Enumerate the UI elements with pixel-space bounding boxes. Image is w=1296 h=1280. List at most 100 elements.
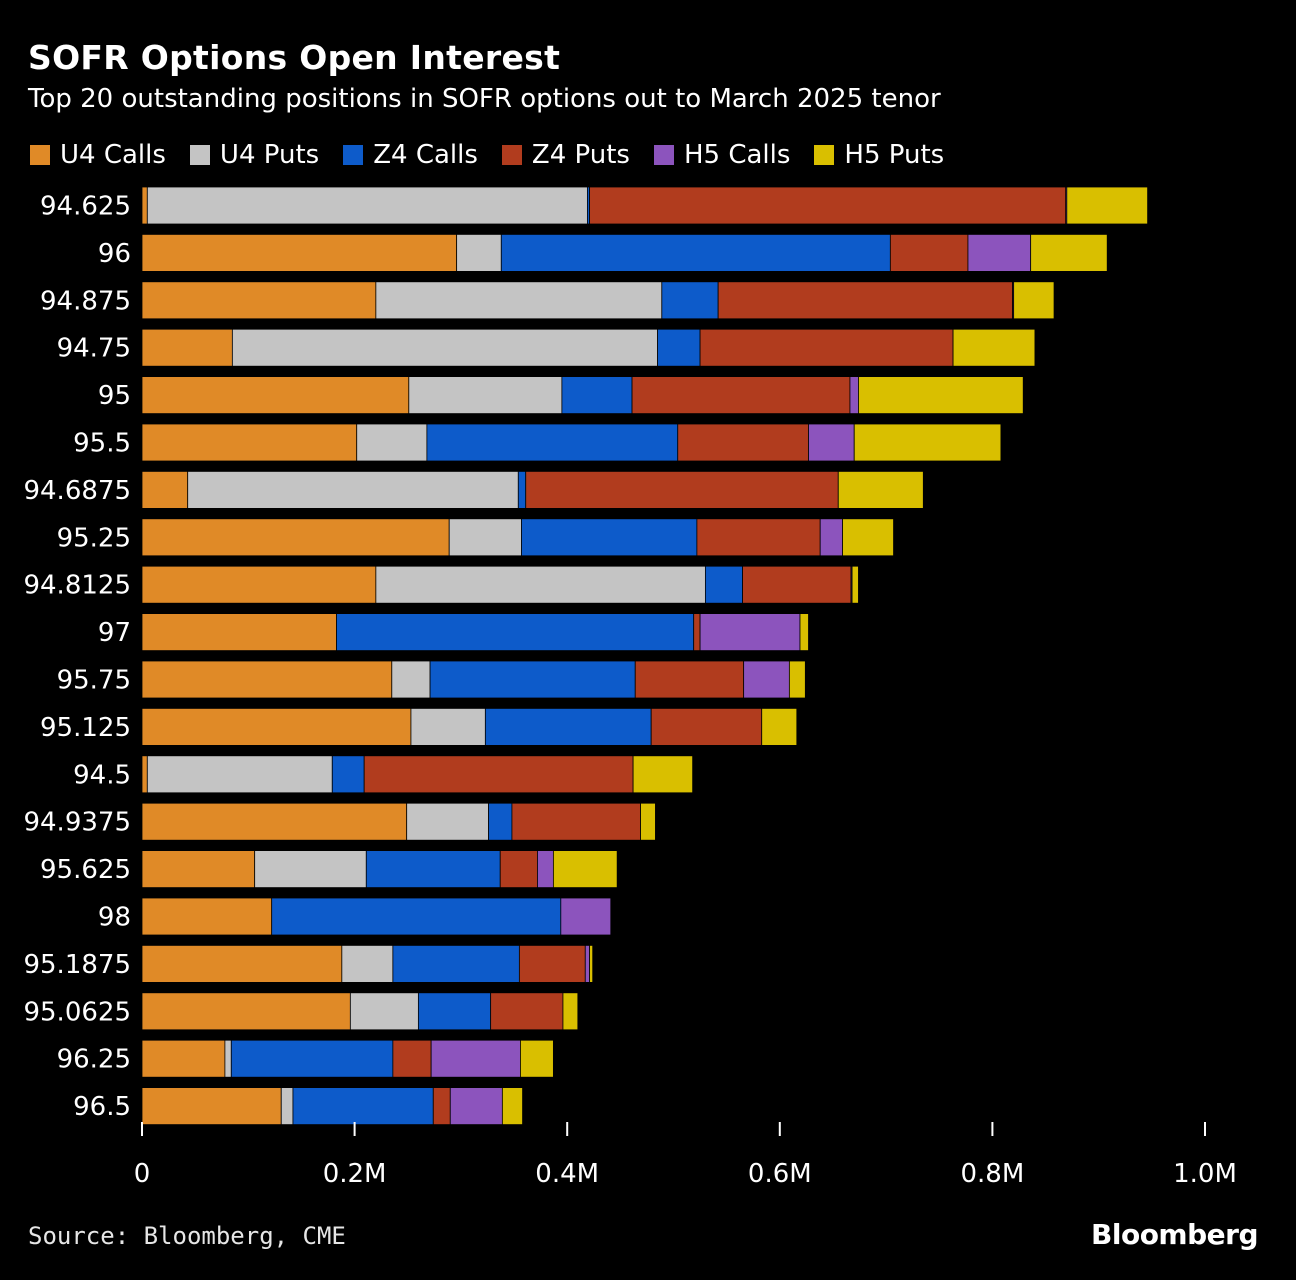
y-tick-label: 94.875 bbox=[40, 286, 131, 316]
bar-segment bbox=[141, 186, 148, 225]
bar-segment bbox=[634, 660, 745, 699]
bar-segment bbox=[788, 660, 806, 699]
bar-segment bbox=[363, 755, 634, 794]
bar-segment bbox=[808, 423, 855, 462]
bar-segment bbox=[392, 1039, 432, 1078]
legend-swatch bbox=[30, 145, 50, 165]
legend-label: Z4 Puts bbox=[531, 140, 630, 170]
bar-segment bbox=[392, 945, 520, 983]
bar-segment bbox=[391, 660, 431, 699]
bar-segment bbox=[141, 376, 410, 415]
bar-segment bbox=[520, 1039, 554, 1078]
bar-segment bbox=[141, 802, 408, 841]
y-tick-label: 94.6875 bbox=[23, 476, 131, 506]
bar-segment bbox=[254, 850, 367, 888]
x-tick-label: 0.4M bbox=[535, 1159, 599, 1189]
y-tick-label: 94.75 bbox=[57, 334, 131, 364]
bar-segment bbox=[141, 281, 377, 320]
bar-segment bbox=[589, 186, 1067, 225]
bar-segment bbox=[331, 755, 365, 794]
bar-segment bbox=[561, 376, 633, 415]
bar-segment bbox=[141, 613, 337, 651]
bar-segment bbox=[141, 1039, 226, 1078]
bar-segment bbox=[146, 186, 588, 225]
bar-segment bbox=[699, 328, 954, 367]
bar-segment bbox=[292, 1087, 434, 1125]
bar-segment bbox=[356, 423, 428, 462]
bar-segment bbox=[851, 565, 859, 604]
bar-segment bbox=[141, 708, 412, 746]
x-tick-label: 0.2M bbox=[323, 1159, 387, 1189]
legend-swatch bbox=[501, 145, 522, 165]
bloomberg-logo: Bloomberg bbox=[1091, 1218, 1258, 1251]
legend-item: Z4 Puts bbox=[501, 140, 630, 170]
bar-segment bbox=[365, 850, 501, 888]
bar-segment bbox=[417, 992, 492, 1031]
bar-segment bbox=[406, 802, 489, 841]
bar-segment bbox=[141, 423, 358, 462]
x-tick-label: 1.0M bbox=[1173, 1159, 1237, 1189]
y-tick-label: 95.75 bbox=[57, 666, 131, 696]
legend-item: U4 Puts bbox=[189, 140, 319, 170]
bar-segment bbox=[336, 613, 695, 651]
bar-segment bbox=[743, 660, 790, 699]
y-tick-label: 98 bbox=[98, 903, 131, 933]
bar-segment bbox=[280, 1087, 294, 1125]
bar-segment bbox=[1013, 281, 1055, 320]
bar-segment bbox=[640, 802, 656, 841]
bar-segment bbox=[430, 1039, 521, 1078]
y-tick-label: 95.25 bbox=[57, 523, 131, 553]
y-tick-label: 95 bbox=[98, 381, 131, 411]
bar-segment bbox=[560, 897, 612, 936]
legend-label: H5 Puts bbox=[844, 140, 945, 170]
y-tick-label: 94.5 bbox=[73, 760, 131, 790]
bar-segment bbox=[837, 470, 924, 509]
bar-segment bbox=[426, 423, 679, 462]
y-tick-label: 94.9375 bbox=[23, 808, 131, 838]
bar-segment bbox=[525, 470, 839, 509]
bar-segment bbox=[349, 992, 419, 1031]
bar-segment bbox=[230, 1039, 394, 1078]
source-note: Source: Bloomberg, CME bbox=[28, 1222, 346, 1250]
bar-segment bbox=[858, 376, 1024, 415]
bar-segment bbox=[799, 613, 809, 651]
y-tick-label: 94.625 bbox=[40, 192, 131, 222]
legend-swatch bbox=[343, 145, 364, 165]
bar-segment bbox=[819, 518, 843, 557]
bar-segment bbox=[761, 708, 798, 746]
y-tick-label: 95.0625 bbox=[23, 997, 131, 1027]
bar-segment bbox=[271, 897, 562, 936]
bar-segment bbox=[889, 233, 969, 272]
bar-segment bbox=[518, 945, 586, 983]
bar-segment bbox=[657, 328, 701, 367]
legend-label: Z4 Calls bbox=[373, 140, 478, 170]
legend-label: H5 Calls bbox=[683, 140, 791, 170]
bar-segment bbox=[699, 613, 801, 651]
bar-segment bbox=[584, 945, 590, 983]
bar-segment bbox=[632, 755, 694, 794]
bar-segment bbox=[696, 518, 821, 557]
y-tick-label: 94.8125 bbox=[23, 571, 131, 601]
legend-swatch bbox=[189, 145, 210, 165]
bar-segment bbox=[589, 945, 594, 983]
x-tick-label: 0.8M bbox=[961, 1159, 1025, 1189]
bar-segment bbox=[410, 708, 486, 746]
y-tick-label: 95.625 bbox=[40, 855, 131, 885]
bar-segment bbox=[717, 281, 1014, 320]
y-tick-label: 96 bbox=[98, 239, 131, 269]
bar-segment bbox=[484, 708, 652, 746]
x-tick-label: 0 bbox=[134, 1159, 151, 1189]
bar-segment bbox=[141, 660, 393, 699]
bar-segment bbox=[456, 233, 502, 272]
bar-segment bbox=[141, 470, 189, 509]
bar-segment bbox=[849, 376, 859, 415]
bar-segment bbox=[511, 802, 641, 841]
bar-segment bbox=[141, 328, 233, 367]
bar-segment bbox=[146, 755, 333, 794]
legend: U4 Calls U4 Puts Z4 Calls Z4 Puts H5 Calls H5… bbox=[30, 140, 968, 170]
chart-title: SOFR Options Open Interest bbox=[28, 38, 561, 77]
bar-segment bbox=[141, 897, 273, 936]
bar-segment bbox=[375, 565, 706, 604]
bar-segment bbox=[521, 518, 698, 557]
bar-segment bbox=[375, 281, 663, 320]
